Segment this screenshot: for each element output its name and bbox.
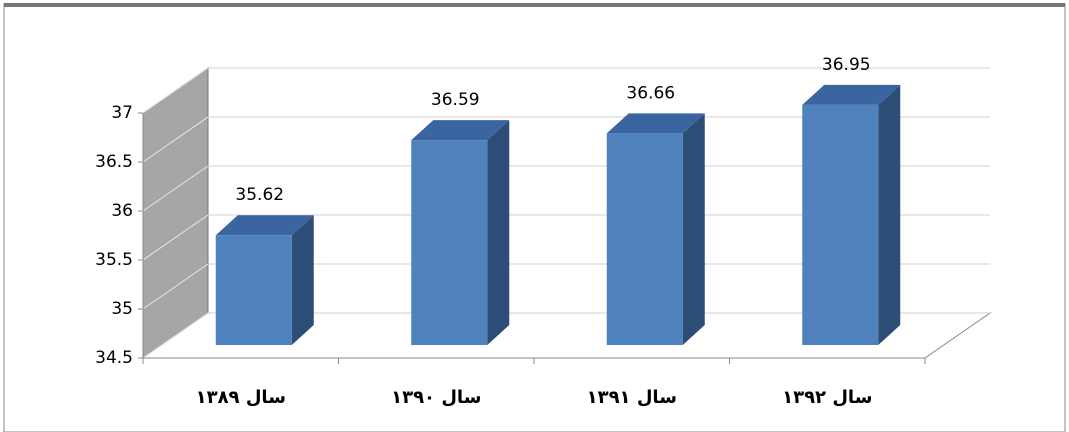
value-label: 35.62 — [235, 185, 284, 205]
side-grid-line — [142, 165, 209, 212]
value-label: 36.66 — [626, 83, 675, 103]
bar — [802, 84, 901, 346]
bar-top — [802, 84, 901, 105]
bar — [215, 215, 314, 345]
bar-side — [878, 84, 901, 346]
value-label: 36.59 — [431, 90, 480, 110]
y-tick-label: 35.5 — [95, 250, 133, 270]
side-grid-line — [142, 67, 209, 114]
y-tick-label: 35 — [111, 299, 133, 319]
side-grid-line — [142, 263, 209, 310]
bar-front — [802, 104, 879, 346]
x-tick-label: سال ۱۳۹۰ — [391, 387, 481, 408]
side-grid-line — [142, 214, 209, 261]
bar-side — [487, 120, 510, 346]
side-grid-line — [142, 116, 209, 163]
bar-top — [215, 215, 314, 236]
y-tick-label: 34.5 — [95, 348, 133, 368]
y-tick-label: 36 — [111, 201, 133, 221]
bar-front — [411, 140, 488, 345]
bar — [606, 113, 705, 345]
x-tick-label: سال ۱۳۹۱ — [587, 387, 677, 408]
bar-top — [606, 113, 705, 134]
side-grid-line — [142, 312, 209, 359]
bar-front — [606, 133, 683, 345]
x-tick-label: سال ۱۳۸۹ — [196, 387, 286, 408]
bar — [411, 120, 510, 346]
bar-side — [291, 215, 314, 345]
bar-front — [215, 235, 292, 345]
bar-side — [682, 113, 705, 345]
y-tick-label: 36.5 — [95, 152, 133, 172]
x-tick-label: سال ۱۳۹۲ — [782, 387, 872, 408]
value-label: 36.95 — [822, 55, 871, 75]
side-wall — [142, 67, 209, 359]
bar-top — [411, 120, 510, 141]
y-tick-label: 37 — [111, 103, 133, 123]
